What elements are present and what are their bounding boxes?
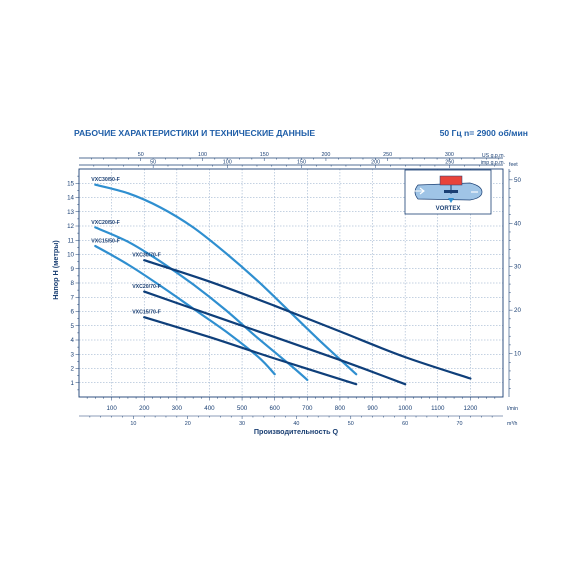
y-tick-label: 2	[71, 366, 75, 373]
curve-label-vxc20-70-f: VXC20/70-F	[132, 284, 161, 290]
feet-tick-label: 50	[514, 177, 521, 184]
curve-label-vxc20-50-f: VXC20/50-F	[91, 220, 120, 226]
curve-label-vxc30-50-f: VXC30/50-F	[91, 177, 120, 183]
x-tick-label: 1100	[431, 405, 445, 412]
x-tick-label: 400	[204, 405, 215, 412]
curve-label-vxc15-70-f: VXC15/70-F	[132, 310, 161, 316]
x-tick-label: 800	[335, 405, 346, 412]
y-tick-label: 5	[71, 323, 75, 330]
y-tick-label: 9	[71, 266, 75, 273]
imp-gpm-tick-label: 200	[371, 160, 380, 166]
x-tick-label: 300	[172, 405, 183, 412]
y-axis-label: Напор H (метры)	[51, 240, 60, 300]
curve-vxc30-70-f	[143, 259, 472, 380]
chart-labels: 50 100 150 200 250 300 US g.p.m.50 100 150 200 250…	[67, 152, 521, 427]
chart-title: РАБОЧИЕ ХАРАКТЕРИСТИКИ И ТЕХНИЧЕСКИЕ ДАН…	[74, 128, 315, 138]
imp-gpm-tick-label: 250	[445, 160, 454, 166]
y-tick-label: 11	[68, 237, 75, 244]
x-tick-label: 1000	[398, 405, 412, 412]
m3h-tick-label: 40	[293, 421, 299, 427]
feet-tick-label: 40	[514, 220, 521, 227]
y-tick-label: 13	[67, 209, 74, 216]
us-gpm-tick-label: 150	[260, 152, 269, 158]
curve-vxc15-70-f	[143, 316, 358, 386]
us-gpm-tick-label: 100	[198, 152, 207, 158]
y-tick-label: 10	[67, 252, 74, 259]
us-gpm-tick-label: 300	[445, 152, 454, 158]
m3h-tick-label: 30	[239, 421, 245, 427]
curve-vxc15-50-f	[94, 244, 276, 376]
feet-tick-label: 20	[514, 307, 521, 314]
m3h-unit-label: m³/h	[507, 421, 517, 427]
imp-gpm-tick-label: 150	[297, 160, 306, 166]
imp-gpm-tick-label: 50	[150, 160, 156, 166]
y-tick-label: 15	[67, 180, 74, 187]
chart-spec: 50 Гц n= 2900 об/мин	[440, 128, 528, 138]
m3h-tick-label: 20	[185, 421, 191, 427]
y-tick-label: 8	[71, 280, 75, 287]
y-tick-label: 6	[71, 309, 75, 316]
y-tick-label: 7	[71, 294, 75, 301]
us-gpm-tick-label: 250	[383, 152, 392, 158]
imp-gpm-unit-label: imp g.p.m.	[481, 160, 505, 166]
curve-vxc30-50-f	[94, 183, 358, 376]
feet-unit-label: feet	[509, 162, 518, 168]
feet-tick-label: 30	[514, 264, 521, 271]
feet-tick-label: 10	[514, 351, 521, 358]
y-tick-label: 14	[67, 195, 74, 202]
x-tick-label: 500	[237, 405, 248, 412]
x-tick-label: 900	[367, 405, 378, 412]
curve-label-vxc15-50-f: VXC15/50-F	[91, 238, 120, 244]
x-tick-label: 1200	[464, 405, 478, 412]
curve-vxc20-50-f	[94, 226, 309, 381]
y-tick-label: 12	[67, 223, 74, 230]
x-axis-label: Производительность Q	[254, 427, 339, 436]
m3h-tick-label: 70	[457, 421, 463, 427]
y-tick-label: 4	[71, 337, 75, 344]
chart-axes	[75, 157, 513, 419]
vortex-inset: VORTEX	[404, 169, 492, 215]
chart-curves	[94, 183, 472, 386]
y-tick-label: 3	[71, 351, 75, 358]
curve-vxc20-70-f	[143, 290, 407, 386]
x-tick-label: 200	[139, 405, 150, 412]
curve-label-vxc30-70-f: VXC30/70-F	[132, 253, 161, 259]
x-tick-label: 600	[270, 405, 281, 412]
vortex-impeller-icon	[414, 175, 483, 203]
x-unit-label: l/min	[507, 406, 518, 412]
us-gpm-tick-label: 200	[321, 152, 330, 158]
m3h-tick-label: 60	[402, 421, 408, 427]
y-tick-label: 1	[71, 380, 75, 387]
imp-gpm-tick-label: 100	[223, 160, 232, 166]
us-gpm-unit-label: US g.p.m.	[482, 153, 505, 159]
vortex-label: VORTEX	[436, 206, 461, 212]
m3h-tick-label: 10	[130, 421, 136, 427]
m3h-tick-label: 50	[348, 421, 354, 427]
x-tick-label: 100	[106, 405, 117, 412]
us-gpm-tick-label: 50	[138, 152, 144, 158]
x-tick-label: 700	[302, 405, 313, 412]
